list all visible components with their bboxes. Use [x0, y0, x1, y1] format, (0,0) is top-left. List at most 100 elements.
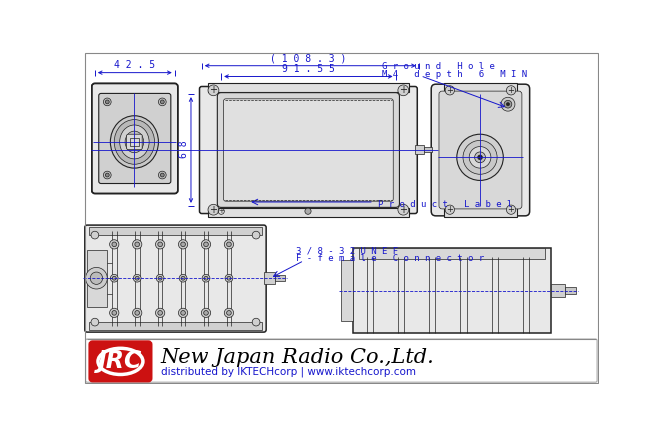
Circle shape [478, 155, 482, 160]
Ellipse shape [115, 120, 155, 164]
Circle shape [204, 311, 208, 315]
Circle shape [105, 173, 109, 177]
Circle shape [398, 204, 409, 215]
Circle shape [224, 308, 234, 318]
Circle shape [112, 242, 117, 247]
Circle shape [110, 240, 119, 249]
Bar [276, 275, 285, 281]
Text: +: + [400, 86, 408, 95]
Text: +: + [400, 205, 408, 215]
FancyBboxPatch shape [92, 83, 178, 194]
Circle shape [90, 272, 103, 284]
Text: +: + [446, 205, 454, 214]
Text: G r o u n d   H o l e: G r o u n d H o l e [382, 62, 494, 71]
Circle shape [110, 308, 119, 318]
Circle shape [159, 98, 166, 106]
Circle shape [180, 311, 185, 315]
Bar [359, 248, 545, 259]
FancyBboxPatch shape [89, 341, 151, 381]
Text: P r o d u c t   L a b e l: P r o d u c t L a b e l [378, 200, 512, 209]
Text: 9 1 . 5 5: 9 1 . 5 5 [282, 64, 334, 74]
Circle shape [103, 171, 111, 179]
Text: 3 / 8 - 3 2 U N E F: 3 / 8 - 3 2 U N E F [296, 247, 398, 256]
Circle shape [226, 242, 231, 247]
Bar [208, 208, 409, 217]
Circle shape [178, 308, 188, 318]
FancyBboxPatch shape [217, 92, 400, 207]
Circle shape [133, 274, 141, 282]
Bar [444, 206, 517, 217]
Text: +: + [507, 86, 515, 95]
FancyBboxPatch shape [85, 225, 266, 332]
Bar [353, 248, 551, 333]
Bar [565, 287, 576, 294]
Text: 6 8: 6 8 [178, 141, 188, 159]
Circle shape [103, 98, 111, 106]
Circle shape [208, 204, 219, 215]
Text: +: + [209, 205, 218, 215]
Circle shape [204, 276, 208, 280]
Circle shape [445, 205, 454, 214]
Circle shape [463, 140, 497, 174]
Bar [89, 227, 262, 235]
Circle shape [158, 311, 163, 315]
Circle shape [105, 100, 109, 104]
Circle shape [204, 242, 208, 247]
Circle shape [201, 240, 210, 249]
Text: New Japan Radio Co.,Ltd.: New Japan Radio Co.,Ltd. [161, 348, 434, 367]
Text: ( 1 0 8 . 3 ): ( 1 0 8 . 3 ) [270, 54, 346, 64]
Text: JRC: JRC [99, 349, 143, 373]
Circle shape [133, 308, 142, 318]
FancyBboxPatch shape [439, 91, 522, 209]
Ellipse shape [111, 116, 159, 168]
FancyBboxPatch shape [85, 339, 597, 382]
Text: +: + [507, 205, 515, 214]
Circle shape [398, 85, 409, 96]
Circle shape [224, 240, 234, 249]
Bar [424, 147, 432, 152]
Bar [89, 322, 262, 330]
Circle shape [181, 276, 185, 280]
Bar [415, 145, 424, 154]
Circle shape [226, 311, 231, 315]
Bar [87, 251, 107, 307]
Circle shape [85, 267, 107, 289]
Circle shape [158, 242, 163, 247]
FancyBboxPatch shape [99, 93, 170, 184]
FancyBboxPatch shape [431, 84, 529, 216]
Circle shape [225, 274, 233, 282]
Text: F - f e m a l e   C o n n e c t o r: F - f e m a l e C o n n e c t o r [296, 254, 484, 264]
Circle shape [112, 311, 117, 315]
Circle shape [155, 240, 165, 249]
Text: M 4   d e p t h   6   M I N: M 4 d e p t h 6 M I N [382, 70, 527, 79]
Circle shape [161, 173, 165, 177]
Circle shape [179, 274, 187, 282]
Text: distributed by IKTECHcorp | www.iktechcorp.com: distributed by IKTECHcorp | www.iktechco… [161, 366, 416, 377]
Circle shape [252, 231, 260, 239]
Circle shape [91, 318, 99, 326]
Ellipse shape [120, 125, 149, 159]
Circle shape [506, 205, 515, 214]
Circle shape [470, 146, 491, 168]
Circle shape [445, 86, 454, 95]
Text: +: + [209, 86, 218, 95]
Bar [444, 83, 517, 93]
Bar [341, 260, 353, 321]
Circle shape [506, 103, 509, 106]
Circle shape [113, 276, 116, 280]
Circle shape [457, 134, 503, 181]
Text: +: + [218, 208, 224, 214]
Circle shape [159, 171, 166, 179]
Circle shape [178, 240, 188, 249]
Circle shape [208, 85, 219, 96]
Circle shape [201, 308, 210, 318]
Circle shape [501, 97, 515, 111]
Circle shape [506, 86, 515, 95]
FancyBboxPatch shape [224, 99, 393, 201]
Text: 4 2 . 5: 4 2 . 5 [114, 60, 155, 70]
Circle shape [159, 276, 162, 280]
Circle shape [161, 100, 165, 104]
Bar [208, 83, 409, 92]
Circle shape [135, 276, 139, 280]
Circle shape [180, 242, 185, 247]
